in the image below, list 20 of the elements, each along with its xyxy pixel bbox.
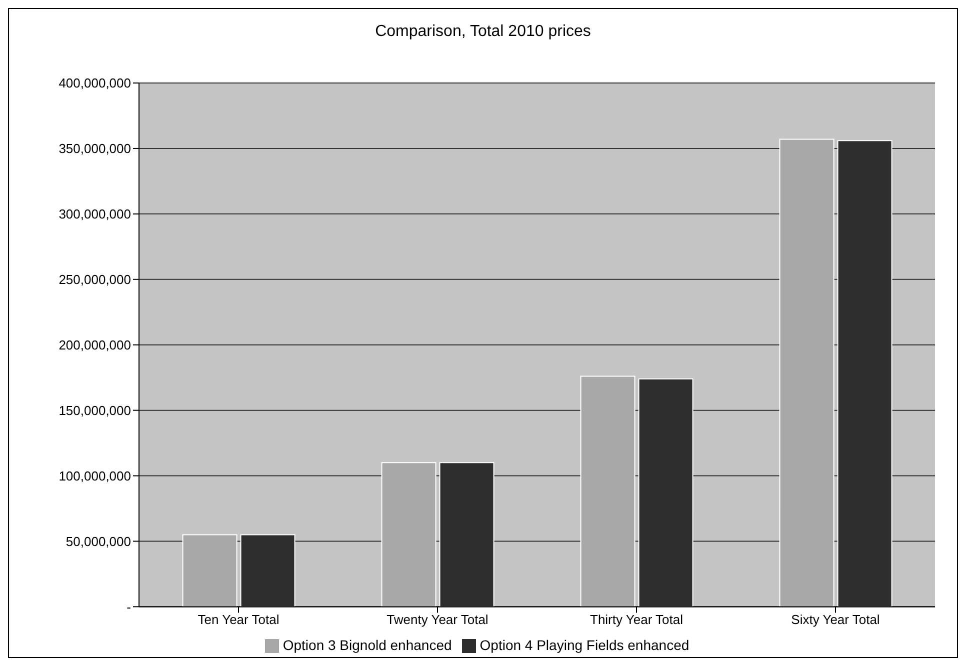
- y-tick-label: 100,000,000: [58, 468, 131, 484]
- y-tick-label: 400,000,000: [58, 76, 131, 91]
- bar: [779, 138, 834, 607]
- y-tick-label: 150,000,000: [58, 402, 131, 418]
- y-tick-label: 250,000,000: [58, 272, 131, 288]
- y-tick-label: -: [126, 599, 131, 614]
- x-tick-label: Sixty Year Total: [791, 612, 880, 627]
- bar: [381, 462, 436, 607]
- bar: [580, 376, 636, 607]
- x-tick-label: Ten Year Total: [198, 612, 280, 627]
- x-tick-label: Thirty Year Total: [590, 612, 684, 627]
- x-tick-label: Twenty Year Total: [386, 612, 488, 627]
- legend-label: Option 4 Playing Fields enhanced: [480, 636, 690, 653]
- chart-title: Comparison, Total 2010 prices: [374, 22, 592, 42]
- y-tick-label: 350,000,000: [58, 141, 131, 156]
- y-tick-label: 300,000,000: [58, 206, 131, 222]
- y-tick-label: 50,000,000: [66, 534, 131, 549]
- y-tick-label: 200,000,000: [58, 337, 131, 352]
- legend-label: Option 3 Bignold enhanced: [282, 636, 452, 653]
- bar: [182, 534, 238, 607]
